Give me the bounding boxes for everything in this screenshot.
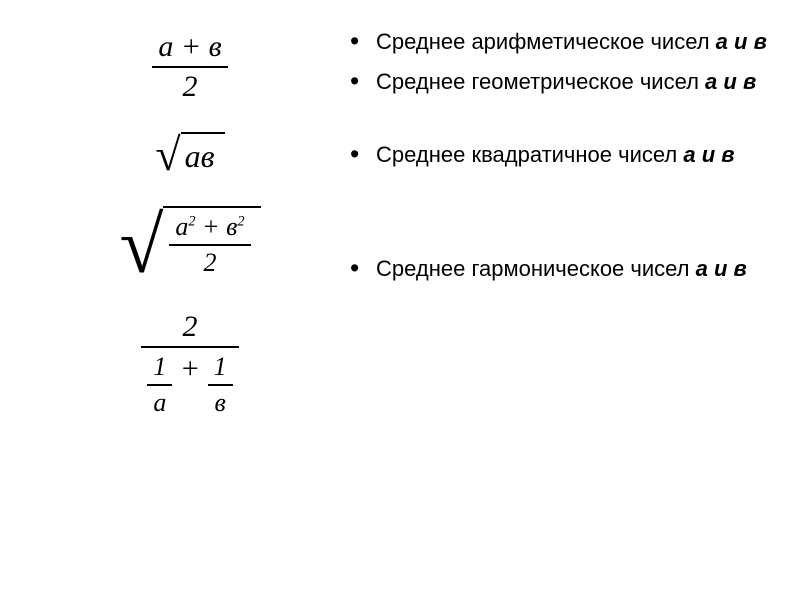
description-list: Среднее арифметическое чисел а и в Средн… — [350, 28, 770, 95]
exponent: 2 — [237, 213, 244, 229]
arithmetic-mean-formula: а + в 2 — [152, 30, 227, 104]
radicand: а2 + в2 2 — [163, 206, 260, 282]
slide: а + в 2 √ ав √ а2 + в2 2 — [0, 0, 800, 600]
plus-sign: + — [196, 212, 227, 241]
radical-sign: √ — [155, 132, 180, 178]
fraction: а + в 2 — [152, 30, 227, 104]
harmonic-mean-label: Среднее гармоническое чисел — [376, 256, 696, 281]
quadratic-mean-formula: √ а2 + в2 2 — [119, 206, 260, 282]
harmonic-mean-formula: 2 1 а + 1 в — [141, 310, 238, 418]
square-root: √ ав — [155, 132, 224, 178]
list-item: Среднее арифметическое чисел а и в — [350, 28, 770, 56]
description-list: Среднее гармоническое чисел а и в — [350, 255, 770, 283]
var-b: в — [226, 212, 237, 241]
list-item: Среднее геометрическое чисел а и в — [350, 68, 770, 96]
radical-sign: √ — [119, 206, 163, 286]
denominator: а — [147, 386, 172, 418]
list-item: Среднее гармоническое чисел а и в — [350, 255, 770, 283]
geometric-mean-label: Среднее геометрическое чисел — [376, 69, 705, 94]
spacer — [350, 181, 770, 255]
fraction: 1 в — [208, 352, 233, 418]
denominator: 2 — [169, 246, 250, 278]
square-root: √ а2 + в2 2 — [119, 206, 260, 282]
list-item: Среднее квадратичное чисел а и в — [350, 141, 770, 169]
variables: а и в — [716, 29, 767, 54]
fraction: а2 + в2 2 — [169, 212, 250, 278]
arithmetic-mean-label: Среднее арифметическое чисел — [376, 29, 716, 54]
denominator: 2 — [152, 68, 227, 104]
numerator: 1 — [147, 352, 172, 386]
quadratic-mean-label: Среднее квадратичное чисел — [376, 142, 683, 167]
numerator: 1 — [208, 352, 233, 386]
variables: а и в — [696, 256, 747, 281]
plus-sign: + — [180, 352, 208, 385]
numerator: а + в — [152, 30, 227, 68]
denominator: в — [208, 386, 233, 418]
geometric-mean-formula: √ ав — [155, 132, 224, 178]
radicand: ав — [181, 132, 225, 178]
numerator: 2 — [141, 310, 238, 348]
fraction: 2 1 а + 1 в — [141, 310, 238, 418]
description-column: Среднее арифметическое чисел а и в Средн… — [320, 28, 770, 580]
fraction: 1 а — [147, 352, 172, 418]
exponent: 2 — [188, 213, 195, 229]
variables: а и в — [705, 69, 756, 94]
description-list: Среднее квадратичное чисел а и в — [350, 141, 770, 169]
denominator: 1 а + 1 в — [141, 348, 238, 418]
variables: а и в — [683, 142, 734, 167]
spacer — [350, 107, 770, 141]
numerator: а2 + в2 — [169, 212, 250, 246]
var-a: а — [175, 212, 188, 241]
formula-column: а + в 2 √ ав √ а2 + в2 2 — [60, 28, 320, 580]
